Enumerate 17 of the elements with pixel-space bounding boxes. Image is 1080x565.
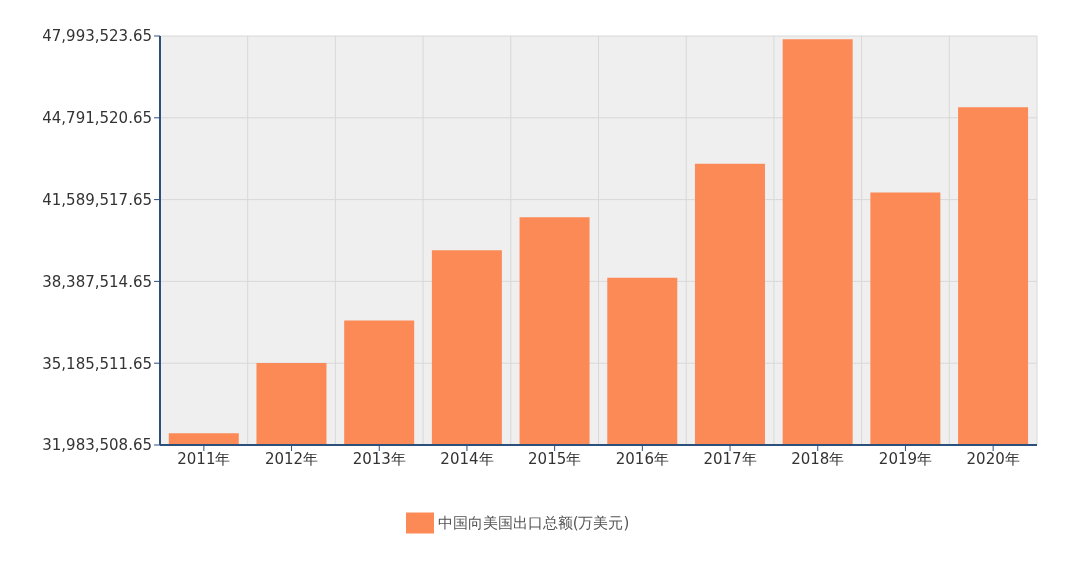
x-tick-label: 2016年	[615, 449, 669, 468]
x-tick-label: 2020年	[966, 449, 1020, 468]
y-tick-label: 47,993,523.65	[42, 27, 152, 46]
y-tick-label: 44,791,520.65	[42, 109, 152, 128]
y-tick-label: 38,387,514.65	[42, 272, 152, 291]
x-tick-label: 2014年	[440, 449, 494, 468]
y-tick-label: 41,589,517.65	[42, 190, 152, 209]
x-tick-label: 2017年	[703, 449, 757, 468]
y-tick-label: 35,185,511.65	[42, 354, 152, 373]
x-tick-label: 2011年	[177, 449, 231, 468]
legend-label: 中国向美国出口总额(万美元)	[437, 513, 630, 532]
x-tick-label: 2018年	[791, 449, 845, 468]
x-tick-label: 2013年	[352, 449, 406, 468]
y-tick-label: 31,983,508.65	[42, 436, 152, 455]
x-tick-label: 2012年	[264, 449, 319, 468]
x-tick-label: 2019年	[878, 449, 933, 468]
x-tick-label: 2015年	[528, 449, 582, 468]
